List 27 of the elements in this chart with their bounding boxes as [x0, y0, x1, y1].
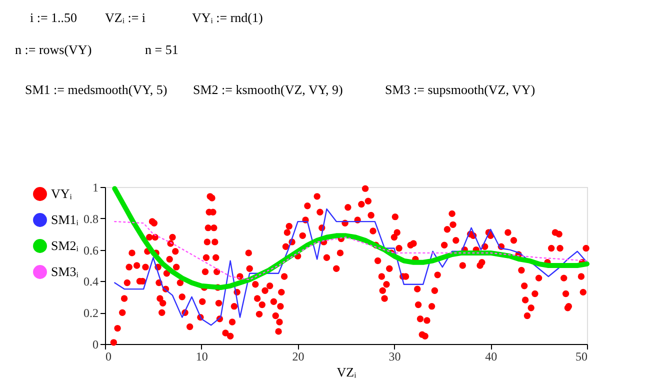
legend-label: SM2ᵢ [51, 238, 80, 253]
x-tick-label: 40 [485, 350, 498, 364]
text: SM3 := supsmooth(VZ, VY) [385, 82, 536, 97]
y-tick-label: 0.6 [84, 243, 98, 258]
text: VYᵢ := rnd(1) [192, 10, 263, 25]
text: n := rows(VY) [15, 42, 92, 57]
x-tick-label: 10 [196, 350, 208, 364]
y-tick-label: 0.4 [84, 274, 98, 289]
x-tick-label: 30 [388, 350, 401, 364]
y-tick-label: 0.8 [84, 212, 98, 226]
y-tick-label: 0 [92, 338, 98, 352]
legend-label: SM1ᵢ [51, 212, 80, 227]
legend-label: SM3ᵢ [51, 264, 80, 279]
legend-label: VYᵢ [51, 186, 73, 201]
text: SM2 := ksmooth(VZ, VY, 9) [193, 82, 343, 97]
x-tick-label: 50 [576, 350, 588, 364]
line-series [114, 220, 588, 280]
text: VZᵢ := i [105, 10, 146, 25]
text: i := 1..50 [30, 10, 78, 25]
x-axis-title: VZᵢ [336, 364, 358, 380]
text: SM1 := medsmooth(VY, 5) [25, 82, 168, 97]
x-tick-label: 20 [292, 350, 304, 364]
x-tick-label: 0 [106, 350, 112, 364]
y-tick-label: 0.2 [84, 306, 98, 320]
line-series [114, 208, 588, 326]
text: n = 51 [145, 42, 178, 57]
y-tick-label: 1 [92, 180, 98, 194]
